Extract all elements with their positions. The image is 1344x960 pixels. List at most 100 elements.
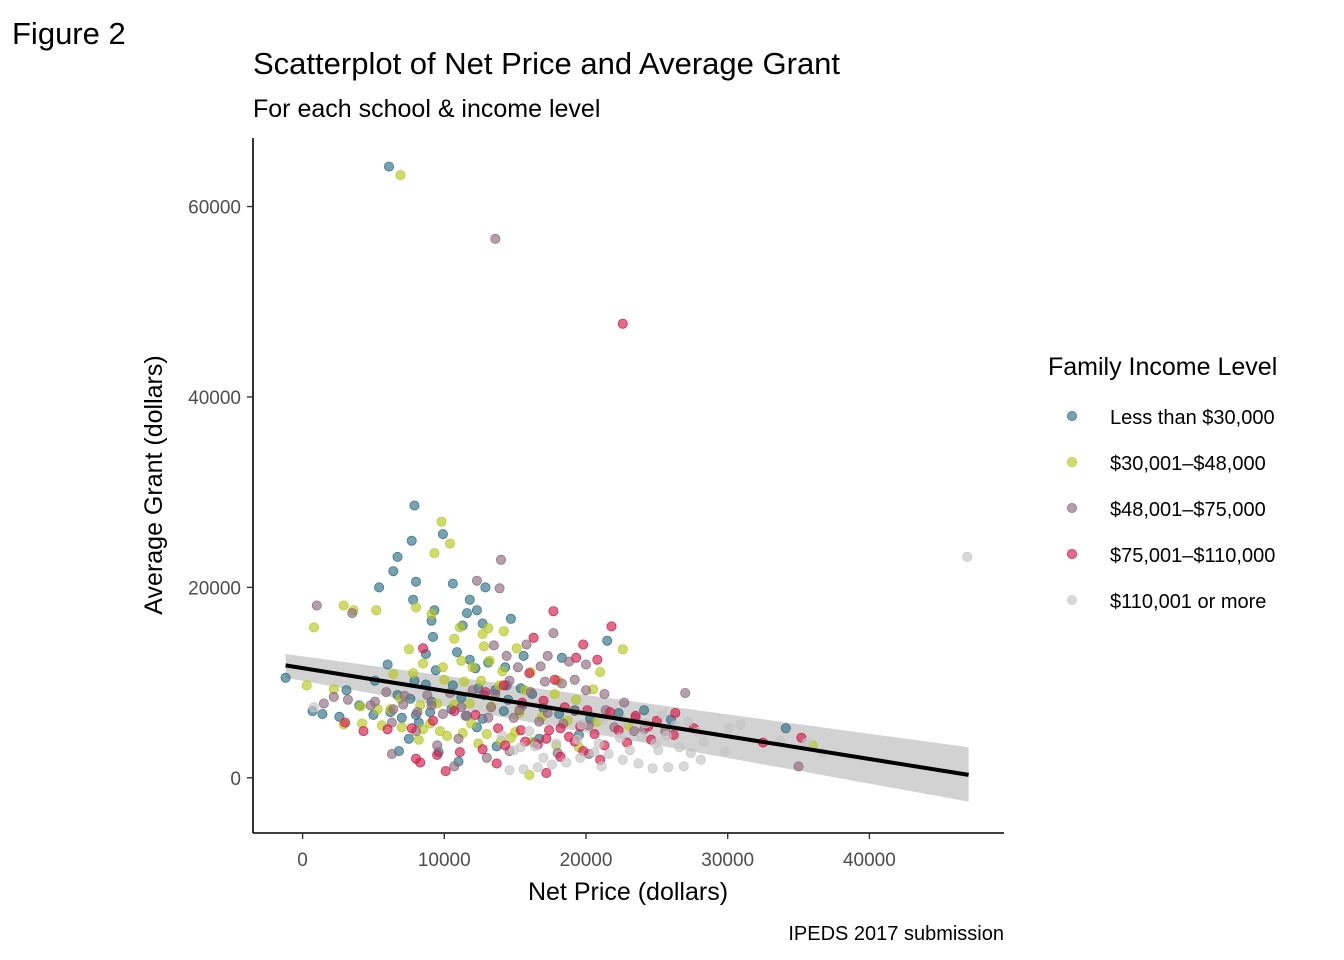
- data-point-series-1: [471, 605, 482, 616]
- data-point-series-5: [636, 731, 647, 742]
- data-point-series-1: [780, 723, 791, 734]
- data-point-series-4: [670, 708, 681, 719]
- data-point-series-5: [551, 738, 562, 749]
- data-point-series-4: [358, 726, 369, 737]
- data-point-series-4: [571, 652, 582, 663]
- data-point-series-1: [392, 551, 403, 562]
- data-point-series-2: [437, 662, 448, 673]
- data-point-series-1: [374, 582, 385, 593]
- data-point-series-2: [429, 548, 440, 559]
- data-point-series-2: [498, 626, 509, 637]
- data-point-series-2: [511, 643, 522, 654]
- data-point-series-3: [490, 233, 501, 244]
- legend-title: Family Income Level: [1048, 353, 1277, 381]
- legend-label-1: Less than $30,000: [1110, 407, 1275, 429]
- x-ticks: 0 10000 20000 30000 40000: [297, 833, 896, 871]
- x-tick-label: 30000: [701, 850, 754, 871]
- data-point-series-3: [399, 690, 410, 701]
- y-tick-label: 60000: [188, 198, 241, 219]
- data-point-series-2: [595, 667, 606, 678]
- data-point-series-3: [495, 554, 506, 565]
- data-point-series-4: [406, 723, 417, 734]
- data-point-series-3: [539, 676, 550, 687]
- caption: IPEDS 2017 submission: [788, 923, 1004, 945]
- y-tick-label: 20000: [188, 578, 241, 599]
- data-point-series-4: [592, 654, 603, 665]
- data-point-series-3: [501, 650, 512, 661]
- data-point-series-5: [518, 764, 529, 775]
- data-point-series-1: [427, 631, 438, 642]
- data-point-series-3: [581, 659, 592, 670]
- data-point-series-3: [449, 761, 460, 772]
- data-point-series-1: [451, 647, 462, 658]
- data-point-series-5: [572, 734, 583, 745]
- data-point-series-3: [629, 726, 640, 737]
- data-point-series-1: [341, 685, 352, 696]
- data-point-series-4: [589, 729, 600, 740]
- data-point-series-3: [481, 752, 492, 763]
- data-point-series-2: [454, 622, 465, 633]
- data-point-series-5: [524, 726, 535, 737]
- data-point-series-3: [381, 687, 392, 698]
- data-point-series-3: [680, 688, 691, 699]
- data-point-series-3: [513, 662, 524, 673]
- data-point-series-5: [576, 719, 587, 730]
- data-point-series-5: [547, 759, 558, 770]
- data-point-series-4: [491, 758, 502, 769]
- legend-label-5: $110,001 or more: [1110, 591, 1266, 613]
- data-point-series-2: [403, 644, 414, 655]
- trend-line: [285, 663, 969, 777]
- data-point-series-5: [962, 551, 973, 562]
- data-point-series-5: [624, 745, 635, 756]
- data-point-series-2: [497, 666, 508, 677]
- data-point-series-1: [639, 705, 650, 716]
- data-point-series-2: [484, 655, 495, 666]
- y-axis-title: Average Grant (dollars): [140, 355, 168, 614]
- data-point-series-4: [477, 744, 488, 755]
- data-point-series-2: [464, 698, 475, 709]
- chart-title: Scatterplot of Net Price and Average Gra…: [253, 46, 840, 81]
- data-point-series-4: [578, 639, 589, 650]
- plot-area: [280, 161, 973, 802]
- data-point-series-2: [549, 689, 560, 700]
- data-point-series-3: [542, 650, 553, 661]
- data-point-series-5: [530, 741, 541, 752]
- data-point-series-5: [647, 763, 658, 774]
- data-point-series-3: [386, 749, 397, 760]
- data-point-series-3: [486, 702, 497, 713]
- data-point-series-5: [308, 702, 319, 713]
- x-tick-label: 40000: [843, 850, 896, 871]
- data-point-series-5: [650, 738, 661, 749]
- data-point-series-5: [678, 761, 689, 772]
- legend-key-2: [1067, 456, 1078, 467]
- data-point-series-3: [483, 712, 494, 723]
- data-point-series-5: [603, 749, 614, 760]
- data-point-series-2: [388, 669, 399, 680]
- data-point-series-3: [535, 661, 546, 672]
- data-point-series-2: [417, 658, 428, 669]
- data-point-series-4: [555, 723, 566, 734]
- data-point-series-2: [308, 622, 319, 633]
- data-point-series-3: [534, 716, 545, 727]
- data-point-series-5: [663, 762, 674, 773]
- data-point-series-3: [525, 687, 536, 698]
- data-point-series-2: [355, 701, 366, 712]
- data-point-series-1: [505, 613, 516, 624]
- data-point-series-3: [619, 697, 630, 708]
- data-point-series-4: [528, 632, 539, 643]
- legend-label-2: $30,001–$48,000: [1110, 453, 1266, 475]
- data-point-series-4: [454, 747, 465, 758]
- data-point-series-3: [471, 575, 482, 586]
- data-point-series-2: [371, 605, 382, 616]
- data-point-series-2: [467, 662, 478, 673]
- data-point-series-4: [524, 668, 535, 679]
- data-point-series-1: [406, 535, 417, 546]
- data-point-series-1: [388, 566, 399, 577]
- data-point-series-2: [476, 675, 487, 686]
- x-tick-label: 20000: [560, 850, 613, 871]
- data-point-series-5: [515, 742, 526, 753]
- data-point-series-3: [793, 761, 804, 772]
- legend-key-1: [1067, 410, 1078, 421]
- data-point-series-1: [518, 650, 529, 661]
